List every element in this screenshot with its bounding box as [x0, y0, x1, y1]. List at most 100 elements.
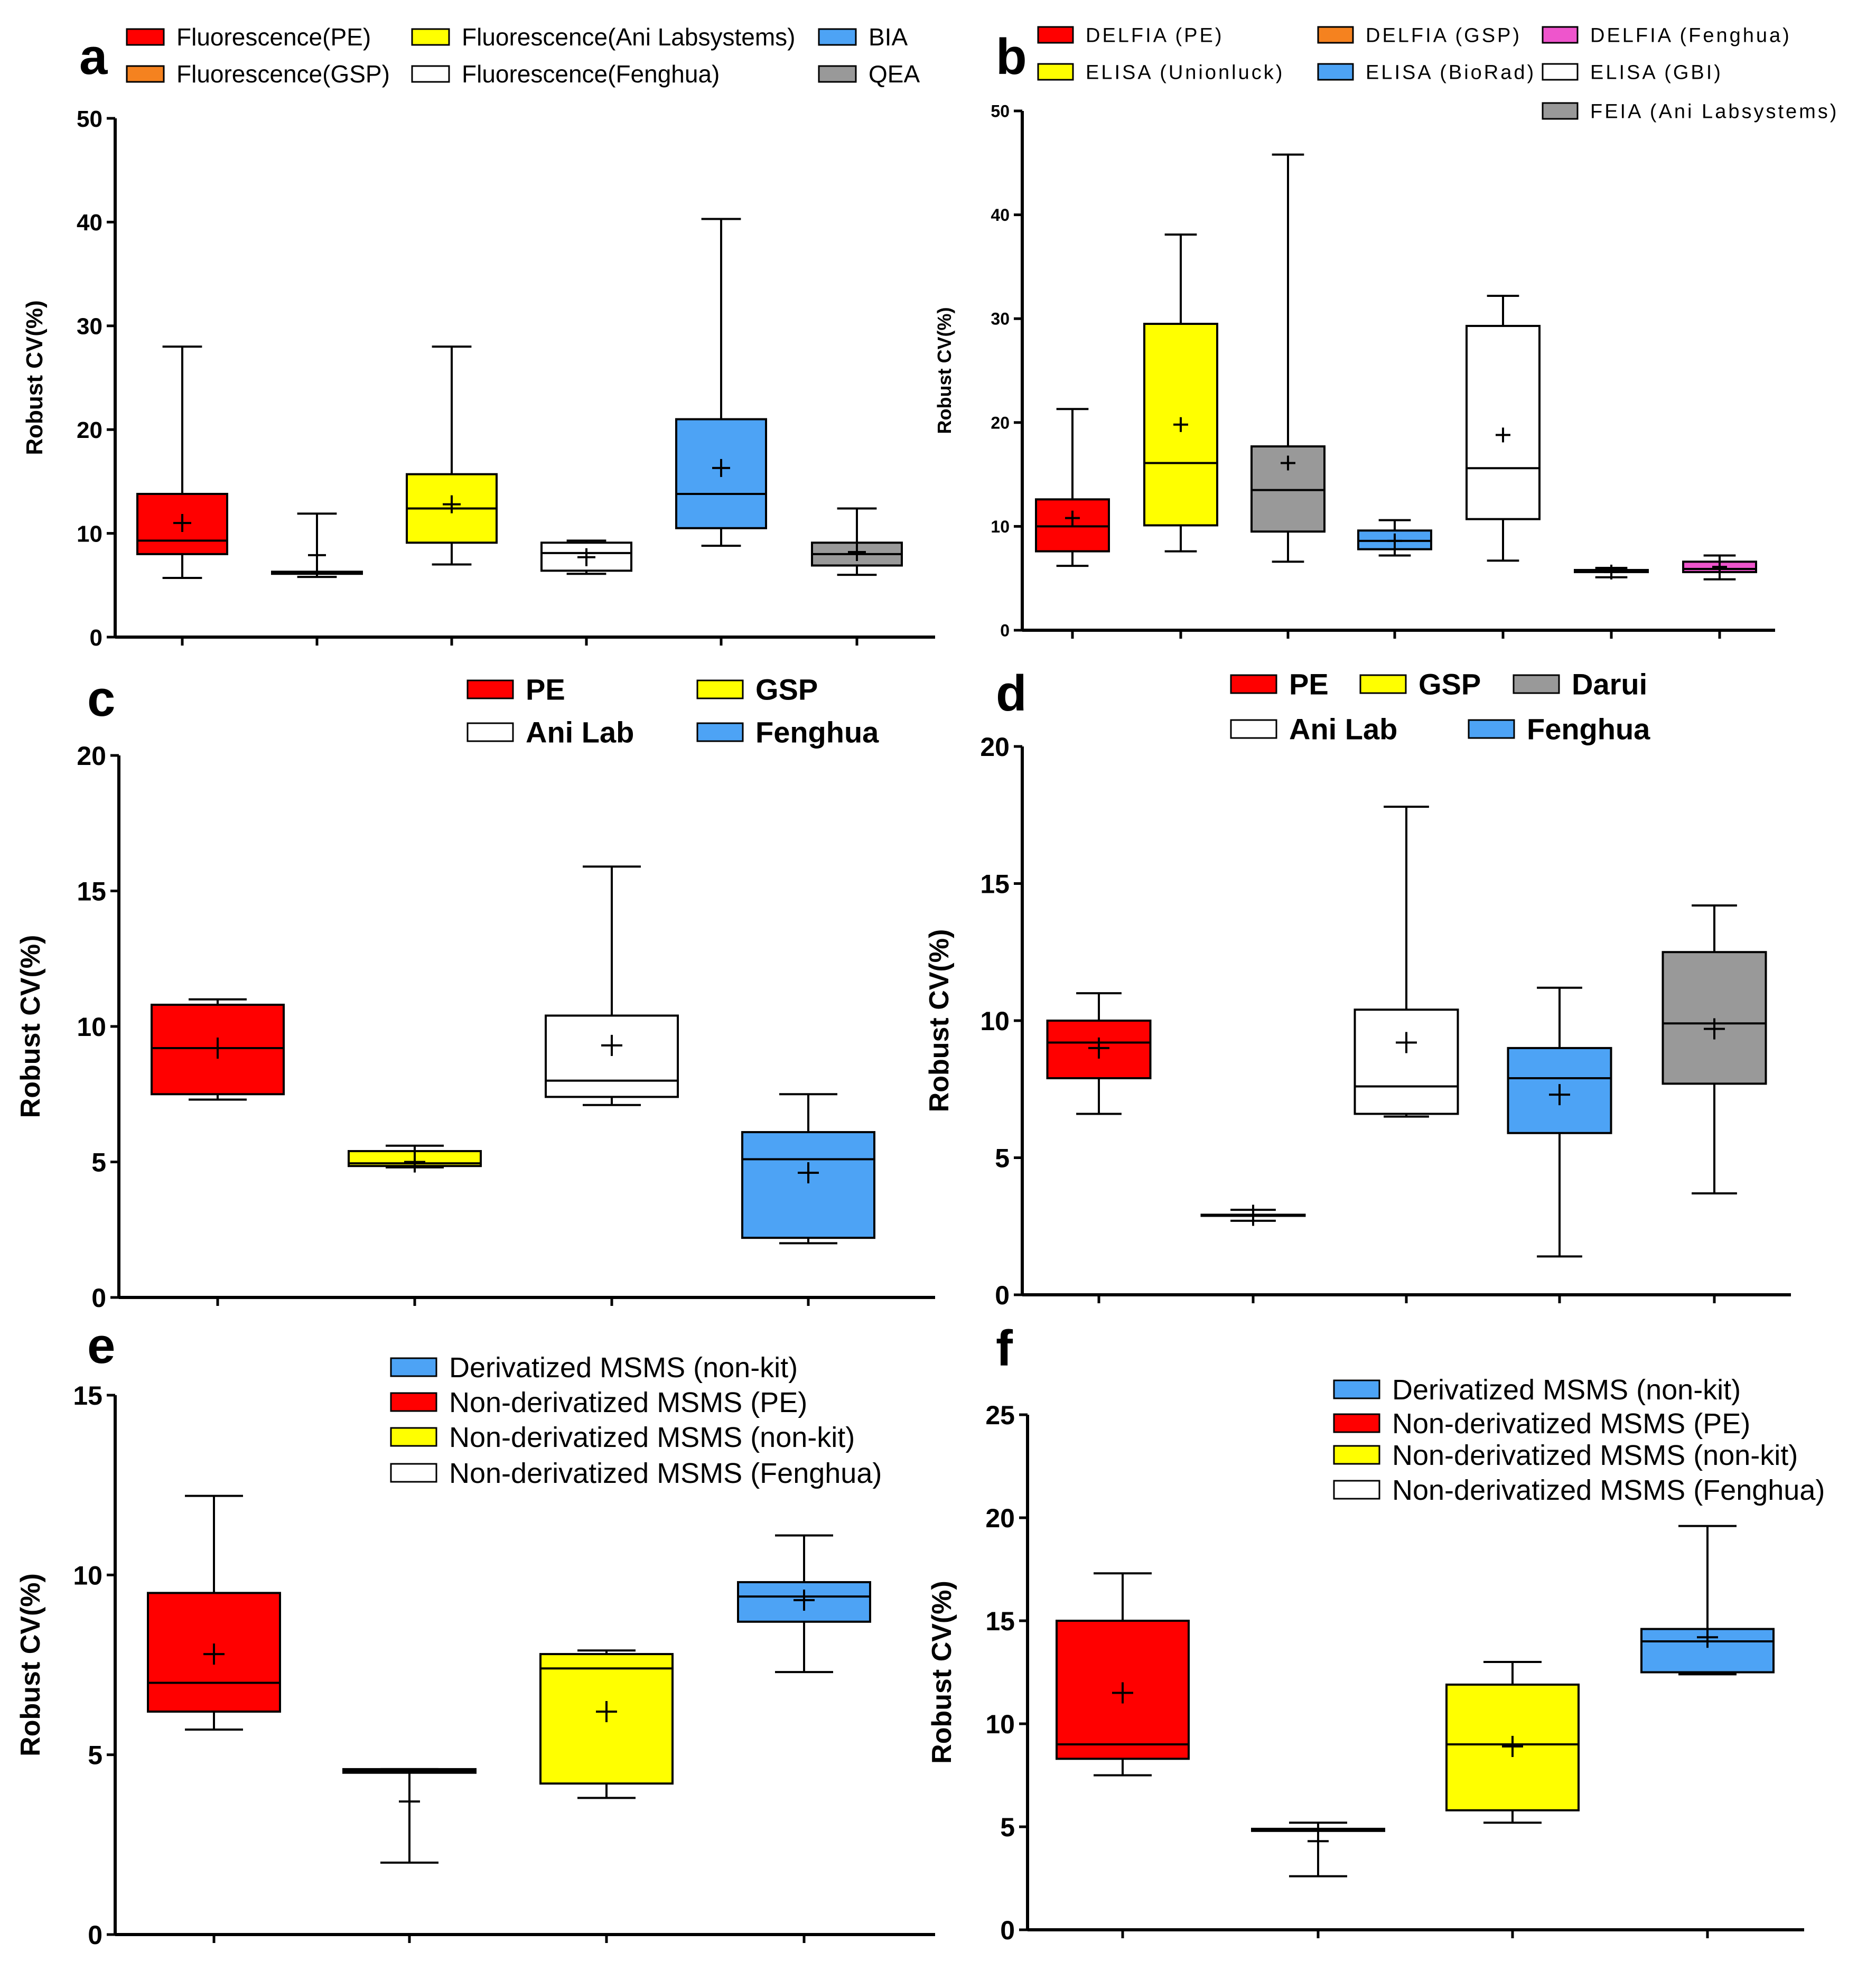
legend-label: PE — [526, 673, 565, 706]
legend: PE GSP Darui Ani Lab Fenghua — [1230, 668, 1650, 746]
box-1 — [151, 998, 285, 1306]
panel-letter: d — [996, 665, 1027, 722]
box-3 — [406, 345, 498, 646]
box-iqr — [1662, 951, 1767, 1085]
legend-swatch — [466, 679, 514, 699]
legend-label: DELFIA (PE) — [1086, 24, 1224, 46]
legend-item: DELFIA (GSP) — [1317, 24, 1519, 46]
legend-label: DELFIA (Fenghua) — [1590, 24, 1791, 46]
y-tick-label: 10 — [985, 1710, 1015, 1739]
y-tick-label: 5 — [995, 1144, 1010, 1173]
y-tick-label: 20 — [77, 741, 106, 771]
y-tick-label: 40 — [991, 205, 1010, 225]
legend-item: Non-derivatized MSMS (non-kit) — [1333, 1440, 1798, 1471]
legend-item: Non-derivatized MSMS (non-kit) — [390, 1422, 855, 1453]
legend-item: GSP — [696, 673, 818, 706]
legend-item: ELISA (Unionluck) — [1037, 61, 1282, 83]
box-4 — [540, 539, 632, 646]
y-axis-label: Robust CV(%) — [934, 307, 955, 434]
legend-swatch — [1542, 102, 1579, 120]
legend-swatch — [818, 65, 857, 83]
legend-item: Derivatized MSMS (non-kit) — [390, 1352, 798, 1384]
box-3 — [1445, 1661, 1580, 1938]
y-tick-label: 20 — [980, 732, 1010, 762]
box-iqr — [545, 1014, 679, 1098]
legend-swatch — [1317, 63, 1354, 81]
panel-letter: a — [79, 29, 108, 85]
legend-swatch — [1333, 1379, 1380, 1399]
legend-label: ELISA (BioRad) — [1366, 61, 1536, 83]
legend-swatch — [1542, 63, 1579, 81]
legend-label: GSP — [755, 673, 818, 706]
legend-swatch — [411, 28, 450, 46]
legend-label: Fluorescence(PE) — [176, 23, 371, 51]
legend-swatch — [390, 1463, 437, 1483]
box-iqr — [741, 1131, 875, 1239]
legend-item: Fenghua — [696, 716, 879, 749]
y-tick-label: 15 — [77, 877, 106, 907]
y-tick-label: 20 — [985, 1503, 1015, 1533]
legend-swatch — [1230, 674, 1277, 694]
panel-d: d 0 5 10 15 20 Robust CV(%) PE GSP Darui Ani Lab Fe… — [924, 665, 1791, 1310]
legend-swatch — [1333, 1480, 1380, 1500]
box-4 — [1507, 986, 1612, 1303]
y-tick-label: 40 — [77, 210, 102, 236]
box-2 — [1200, 1204, 1306, 1303]
box-4 — [1357, 519, 1432, 639]
box-4 — [741, 1093, 875, 1306]
legend-swatch — [390, 1427, 437, 1447]
legend-item: Non-derivatized MSMS (PE) — [390, 1387, 807, 1418]
legend-swatch — [1333, 1445, 1380, 1465]
legend-item: PE — [466, 673, 565, 706]
legend-swatch — [1230, 719, 1277, 739]
legend-label: ELISA (GBI) — [1590, 61, 1723, 83]
panel-a: a 0 10 20 30 40 50 Robust CV(%) Fluorescence(PE)… — [22, 23, 935, 651]
box-1 — [147, 1494, 281, 1943]
legend-label: Ani Lab — [526, 716, 634, 749]
legend-swatch — [696, 679, 744, 699]
y-tick-label: 15 — [73, 1381, 102, 1410]
box-2 — [342, 1768, 477, 1943]
legend-label: Fluorescence(GSP) — [176, 60, 390, 88]
legend-item: Derivatized MSMS (non-kit) — [1333, 1374, 1741, 1406]
y-tick-label: 5 — [88, 1741, 102, 1770]
box-1 — [1035, 408, 1110, 639]
box-4 — [737, 1534, 871, 1943]
legend-item: QEA — [818, 60, 920, 88]
legend-swatch — [1317, 26, 1354, 44]
y-axis-label: Robust CV(%) — [924, 929, 955, 1113]
legend-item: Darui — [1513, 668, 1647, 701]
legend-label: Fluorescence(Ani Labsystems) — [462, 23, 795, 51]
legend-label: QEA — [869, 60, 920, 88]
box-1 — [136, 345, 228, 646]
legend-label: Non-derivatized MSMS (non-kit) — [1392, 1440, 1798, 1471]
panel-letter: f — [996, 1320, 1013, 1377]
legend-swatch — [696, 722, 744, 742]
y-tick-label: 0 — [88, 1920, 102, 1950]
legend-label: Non-derivatized MSMS (PE) — [1392, 1408, 1750, 1440]
y-tick-label: 20 — [77, 417, 102, 443]
legend-item: GSP — [1359, 668, 1481, 701]
legend-item: Ani Lab — [466, 716, 634, 749]
box-3 — [1250, 153, 1326, 639]
legend-label: Non-derivatized MSMS (Fenghua) — [449, 1458, 882, 1489]
box-7 — [1682, 554, 1757, 639]
legend-label: GSP — [1418, 668, 1481, 701]
box-6 — [811, 507, 903, 646]
y-tick-label: 10 — [991, 517, 1010, 536]
y-tick-label: 0 — [90, 625, 102, 651]
legend: DELFIA (PE) DELFIA (GSP) DELFIA (Fenghua) E… — [1037, 24, 1838, 123]
legend-swatch — [390, 1357, 437, 1377]
legend-swatch — [1037, 63, 1074, 81]
legend-swatch — [126, 65, 165, 83]
box-5 — [675, 218, 767, 646]
legend-item: Fenghua — [1468, 713, 1650, 746]
legend-swatch — [1468, 719, 1515, 739]
y-tick-label: 0 — [1000, 621, 1010, 640]
legend: Derivatized MSMS (non-kit)Non-derivatize… — [1333, 1374, 1825, 1506]
legend-item: ELISA (BioRad) — [1317, 61, 1536, 83]
legend-item: Non-derivatized MSMS (Fenghua) — [390, 1458, 882, 1489]
legend-swatch — [1333, 1413, 1380, 1433]
legend-label: FEIA (Ani Labsystems) — [1590, 100, 1838, 123]
y-tick-label: 50 — [991, 102, 1010, 121]
